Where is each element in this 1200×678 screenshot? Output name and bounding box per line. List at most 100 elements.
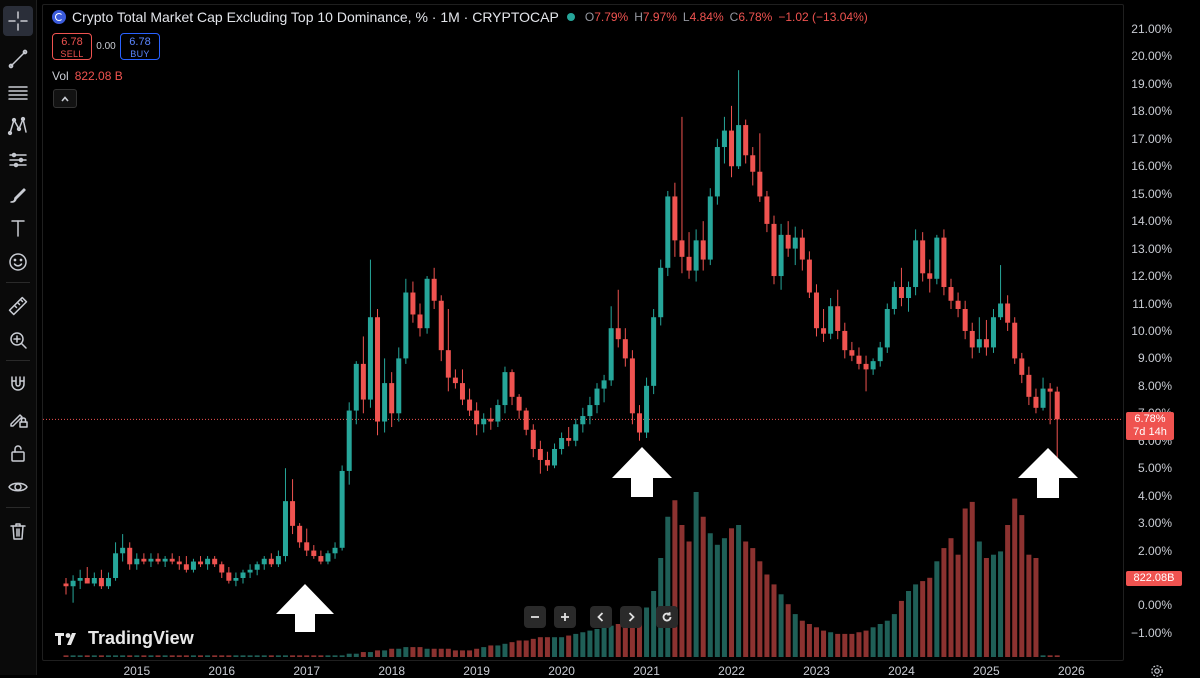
volume-bar [927, 577, 933, 657]
ruler-icon[interactable] [3, 291, 33, 321]
volume-legend[interactable]: Vol 822.08 B [52, 69, 123, 83]
candle [552, 443, 558, 469]
volume-bar [1033, 558, 1039, 657]
candle [856, 347, 862, 370]
candle-body [325, 553, 331, 562]
market-status-dot [566, 13, 575, 21]
zoom-icon[interactable] [3, 325, 33, 355]
candle-body [91, 578, 97, 584]
candle [849, 341, 855, 362]
candle [913, 229, 919, 296]
candle [813, 284, 819, 337]
volume-bar [955, 554, 961, 657]
pattern-icon[interactable] [3, 111, 33, 141]
candle [396, 347, 402, 422]
candle-body [615, 328, 621, 340]
candle-body [155, 558, 161, 562]
volume-bar [226, 655, 232, 657]
candle-body [467, 399, 473, 411]
candle-body [282, 501, 288, 557]
candle [410, 281, 416, 323]
candle-body [552, 448, 558, 466]
symbol-title[interactable]: Crypto Total Market Cap Excluding Top 10… [72, 9, 559, 25]
candle [98, 569, 104, 589]
candle [240, 569, 246, 584]
volume-bar [920, 581, 926, 657]
candle-body [445, 350, 451, 378]
tradingview-logo[interactable]: TradingView [54, 628, 194, 649]
candle [169, 553, 175, 565]
volume-bar [806, 624, 812, 657]
volume-bar [941, 548, 947, 657]
lock-icon[interactable] [3, 438, 33, 468]
sell-button[interactable]: 6.78 SELL [52, 33, 92, 60]
candle [346, 402, 352, 485]
candle-body [743, 125, 749, 156]
lock-draw-icon[interactable] [3, 404, 33, 434]
fib-icon[interactable] [3, 78, 33, 108]
gear-icon[interactable] [1150, 664, 1164, 678]
crosshair-icon[interactable] [3, 6, 33, 36]
candle [134, 553, 140, 570]
candle [1040, 377, 1046, 411]
candle [375, 308, 381, 436]
volume-bar [467, 650, 473, 657]
candle [629, 350, 635, 425]
minus-icon [531, 616, 539, 618]
trash-icon[interactable] [3, 516, 33, 546]
trend-line-icon[interactable] [3, 44, 33, 74]
candle [870, 358, 876, 375]
volume-bar [240, 655, 246, 657]
volume-bar [1019, 515, 1025, 657]
zoom-out-button[interactable] [524, 606, 546, 628]
time-axis-label: 2020 [548, 664, 575, 678]
price-axis-label: 2.00% [1137, 543, 1172, 558]
chevron-left-icon [597, 612, 604, 622]
trade-buttons: 6.78 SELL 0.00 6.78 BUY [52, 33, 160, 60]
candle [771, 215, 777, 285]
scroll-left-button[interactable] [590, 606, 612, 628]
candle-body [629, 358, 635, 414]
close-label: C [729, 10, 739, 24]
candle [105, 572, 111, 589]
candle-body [672, 196, 678, 241]
prediction-icon[interactable] [3, 145, 33, 175]
candle [297, 523, 303, 548]
candle [389, 372, 395, 428]
zoom-in-button[interactable] [554, 606, 576, 628]
candle [636, 405, 642, 441]
magnet-icon[interactable] [3, 369, 33, 399]
brush-icon[interactable] [3, 180, 33, 210]
candle-body [304, 542, 310, 551]
volume-bar [863, 630, 869, 657]
candle-body [644, 385, 650, 433]
candle-body [297, 525, 303, 543]
candle-body [764, 196, 770, 224]
volume-bar [190, 655, 196, 657]
reset-chart-button[interactable] [656, 606, 678, 628]
volume-bar [693, 492, 699, 657]
volume-label: Vol [52, 69, 69, 83]
scroll-right-button[interactable] [620, 606, 642, 628]
volume-bar [212, 655, 218, 657]
candle [325, 550, 331, 565]
volume-bar [552, 637, 558, 657]
volume-bar [311, 655, 317, 657]
candle [176, 556, 182, 570]
candle [559, 432, 565, 455]
ohlc-high: H7.97% [634, 10, 677, 24]
text-icon[interactable] [3, 213, 33, 243]
candle [63, 578, 69, 595]
buy-button[interactable]: 6.78 BUY [120, 33, 160, 60]
ohlc-close: C6.78% [730, 10, 773, 24]
eye-icon[interactable] [3, 472, 33, 502]
emoji-icon[interactable] [3, 247, 33, 277]
candle-body [856, 355, 862, 364]
candle-body [198, 561, 204, 565]
collapse-legend-button[interactable] [53, 89, 77, 108]
candle-body [1033, 396, 1039, 408]
chart-pane[interactable] [42, 4, 1124, 661]
volume-bar [98, 655, 104, 657]
